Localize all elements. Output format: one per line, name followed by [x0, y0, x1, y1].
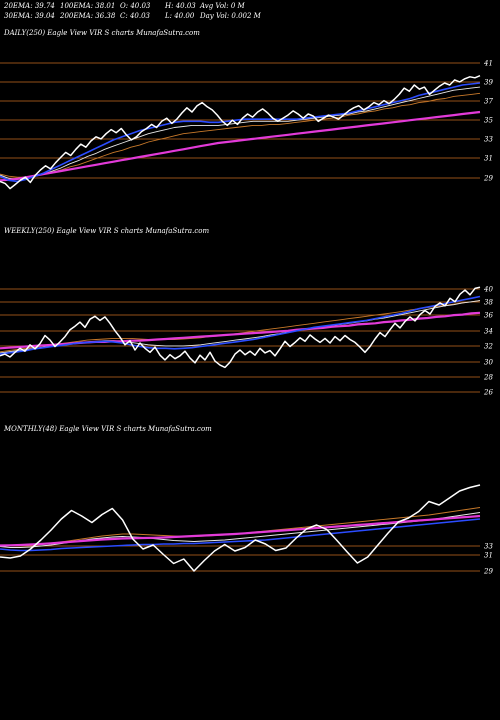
ema-white-line: [0, 86, 481, 180]
header-stat: O: 40.03: [120, 2, 151, 10]
y-tick-label: 35: [484, 117, 493, 125]
header-stat: C: 40.03: [120, 12, 150, 20]
monthly-chart-title: MONTHLY(48) Eagle View VIR S charts Muna…: [4, 425, 212, 433]
y-tick-label: 41: [483, 60, 493, 68]
y-tick-label: 29: [483, 175, 493, 183]
ema-blue-line: [0, 82, 481, 183]
daily-chart-title: DAILY(250) Eagle View VIR S charts Munaf…: [4, 29, 200, 37]
header-stat: 100EMA: 38.01: [60, 2, 116, 10]
price-line: [0, 484, 481, 572]
y-tick-label: 33: [484, 136, 493, 144]
price-line: [0, 75, 481, 190]
chart-panel-1: 40 38 36 34 32 30 28 26: [0, 286, 493, 397]
header-stat: 200EMA: 36.38: [60, 12, 116, 20]
chart-panel-0: 41 39 37 35 33 31 29: [0, 60, 493, 190]
y-tick-label: 40: [483, 286, 493, 294]
ema-blue-line: [0, 518, 481, 552]
y-tick-label: 34: [484, 328, 493, 336]
ema-magenta-line: [0, 110, 481, 182]
y-tick-label: 31: [484, 155, 493, 163]
weekly-chart-title: WEEKLY(250) Eagle View VIR S charts Muna…: [4, 227, 210, 235]
price-line: [0, 286, 481, 369]
header-stat: 30EMA: 39.04: [4, 12, 55, 20]
y-tick-label: 30: [484, 359, 493, 367]
header-stat: Day Vol: 0.002 M: [200, 12, 261, 20]
y-tick-label: 32: [484, 343, 493, 351]
y-tick-label: 29: [483, 568, 493, 576]
header-stat: 20EMA: 39.74: [4, 2, 55, 10]
y-tick-label: 26: [483, 389, 493, 397]
y-tick-label: 39: [484, 79, 493, 87]
ema-blue-line: [0, 295, 481, 355]
ema-white-line: [0, 300, 481, 354]
y-tick-label: 36: [484, 312, 493, 320]
ema-orange-line: [0, 92, 481, 178]
header-stat: Avg Vol: 0 M: [200, 2, 245, 10]
y-tick-label: 37: [484, 98, 493, 106]
header-stat: L: 40.00: [165, 12, 195, 20]
y-tick-label: 38: [484, 299, 493, 307]
y-tick-label: 31: [484, 552, 493, 560]
header-stat: H: 40.03: [165, 2, 196, 10]
y-tick-label: 28: [483, 374, 493, 382]
y-tick-label: 33: [484, 543, 493, 551]
